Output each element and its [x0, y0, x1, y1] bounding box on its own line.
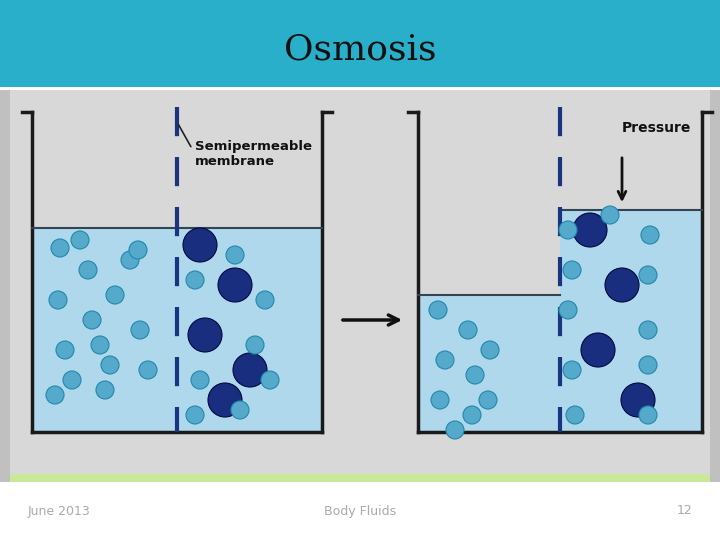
Circle shape: [559, 221, 577, 239]
Circle shape: [639, 406, 657, 424]
Circle shape: [429, 301, 447, 319]
Circle shape: [573, 213, 607, 247]
Circle shape: [566, 406, 584, 424]
Circle shape: [479, 391, 497, 409]
Text: June 2013: June 2013: [28, 504, 91, 517]
Circle shape: [563, 261, 581, 279]
Circle shape: [186, 406, 204, 424]
Text: Osmosis: Osmosis: [284, 33, 436, 67]
Circle shape: [233, 353, 267, 387]
Circle shape: [256, 291, 274, 309]
Circle shape: [49, 291, 67, 309]
Bar: [10, 474, 710, 482]
Circle shape: [56, 341, 74, 359]
Circle shape: [601, 206, 619, 224]
Circle shape: [91, 336, 109, 354]
Circle shape: [581, 333, 615, 367]
Bar: [32, 228, 322, 432]
Circle shape: [563, 361, 581, 379]
Bar: [560, 210, 702, 432]
Circle shape: [466, 366, 484, 384]
Circle shape: [46, 386, 64, 404]
Circle shape: [139, 361, 157, 379]
Circle shape: [261, 371, 279, 389]
Bar: [0, 87, 720, 90]
Circle shape: [481, 341, 499, 359]
Circle shape: [639, 321, 657, 339]
Circle shape: [63, 371, 81, 389]
Circle shape: [621, 383, 655, 417]
Circle shape: [131, 321, 149, 339]
Circle shape: [641, 226, 659, 244]
Circle shape: [431, 391, 449, 409]
Text: Body Fluids: Body Fluids: [324, 504, 396, 517]
Circle shape: [188, 318, 222, 352]
Bar: [418, 295, 560, 432]
Circle shape: [183, 228, 217, 262]
Circle shape: [121, 251, 139, 269]
Circle shape: [208, 383, 242, 417]
Circle shape: [83, 311, 101, 329]
Circle shape: [446, 421, 464, 439]
Circle shape: [226, 246, 244, 264]
Circle shape: [71, 231, 89, 249]
Circle shape: [639, 356, 657, 374]
Circle shape: [186, 271, 204, 289]
Circle shape: [51, 239, 69, 257]
Bar: [0, 482, 720, 540]
Circle shape: [79, 261, 97, 279]
Circle shape: [559, 301, 577, 319]
Text: Pressure: Pressure: [622, 121, 691, 135]
Circle shape: [218, 268, 252, 302]
Circle shape: [231, 401, 249, 419]
Circle shape: [605, 268, 639, 302]
Bar: [10, 90, 710, 478]
Circle shape: [463, 406, 481, 424]
Circle shape: [96, 381, 114, 399]
Circle shape: [246, 336, 264, 354]
Circle shape: [106, 286, 124, 304]
Text: Semipermeable
membrane: Semipermeable membrane: [179, 124, 312, 168]
Circle shape: [639, 266, 657, 284]
Text: 12: 12: [676, 504, 692, 517]
Circle shape: [101, 356, 119, 374]
Circle shape: [436, 351, 454, 369]
Circle shape: [459, 321, 477, 339]
Circle shape: [129, 241, 147, 259]
Circle shape: [191, 371, 209, 389]
Bar: [0, 0, 720, 88]
